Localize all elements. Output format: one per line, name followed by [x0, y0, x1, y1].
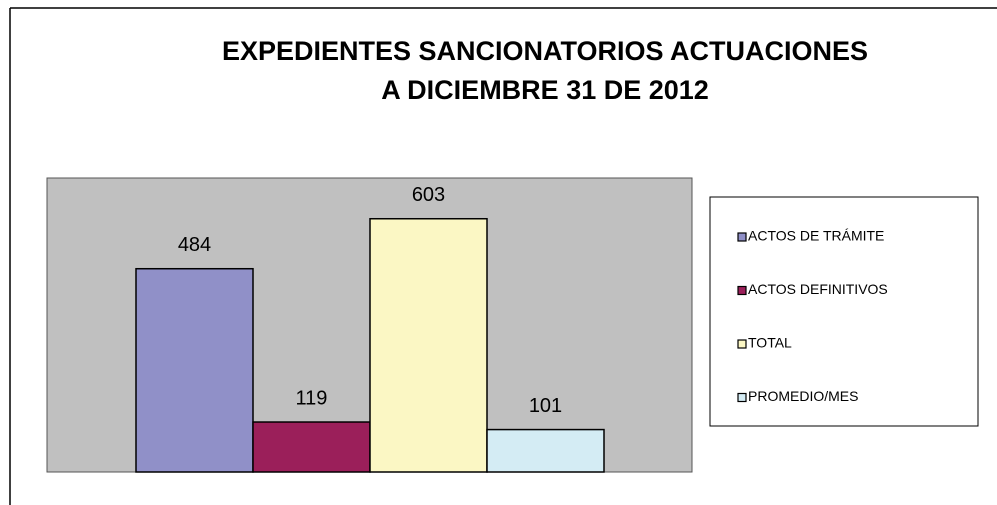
legend-swatch — [737, 285, 747, 296]
chart-title: A DICIEMBRE 31 DE 2012 — [381, 75, 709, 105]
bar — [486, 428, 605, 473]
legend-label: ACTOS DEFINITIVOS — [748, 281, 888, 297]
bar — [369, 217, 488, 473]
value-label: 119 — [296, 387, 328, 409]
legend-label: PROMEDIO/MES — [748, 388, 858, 404]
value-label: 484 — [178, 234, 211, 256]
legend-label: ACTOS DE TRÁMITE — [748, 228, 884, 244]
value-label: 603 — [412, 184, 445, 206]
value-label: 101 — [529, 395, 562, 417]
legend — [709, 196, 979, 427]
bar — [135, 267, 254, 473]
legend-swatch — [737, 232, 747, 242]
legend-swatch — [737, 339, 747, 349]
chart-title: EXPEDIENTES SANCIONATORIOS ACTUACIONES — [222, 36, 868, 66]
legend-swatch — [737, 392, 747, 403]
bar — [252, 421, 371, 473]
legend-label: TOTAL — [748, 335, 792, 351]
